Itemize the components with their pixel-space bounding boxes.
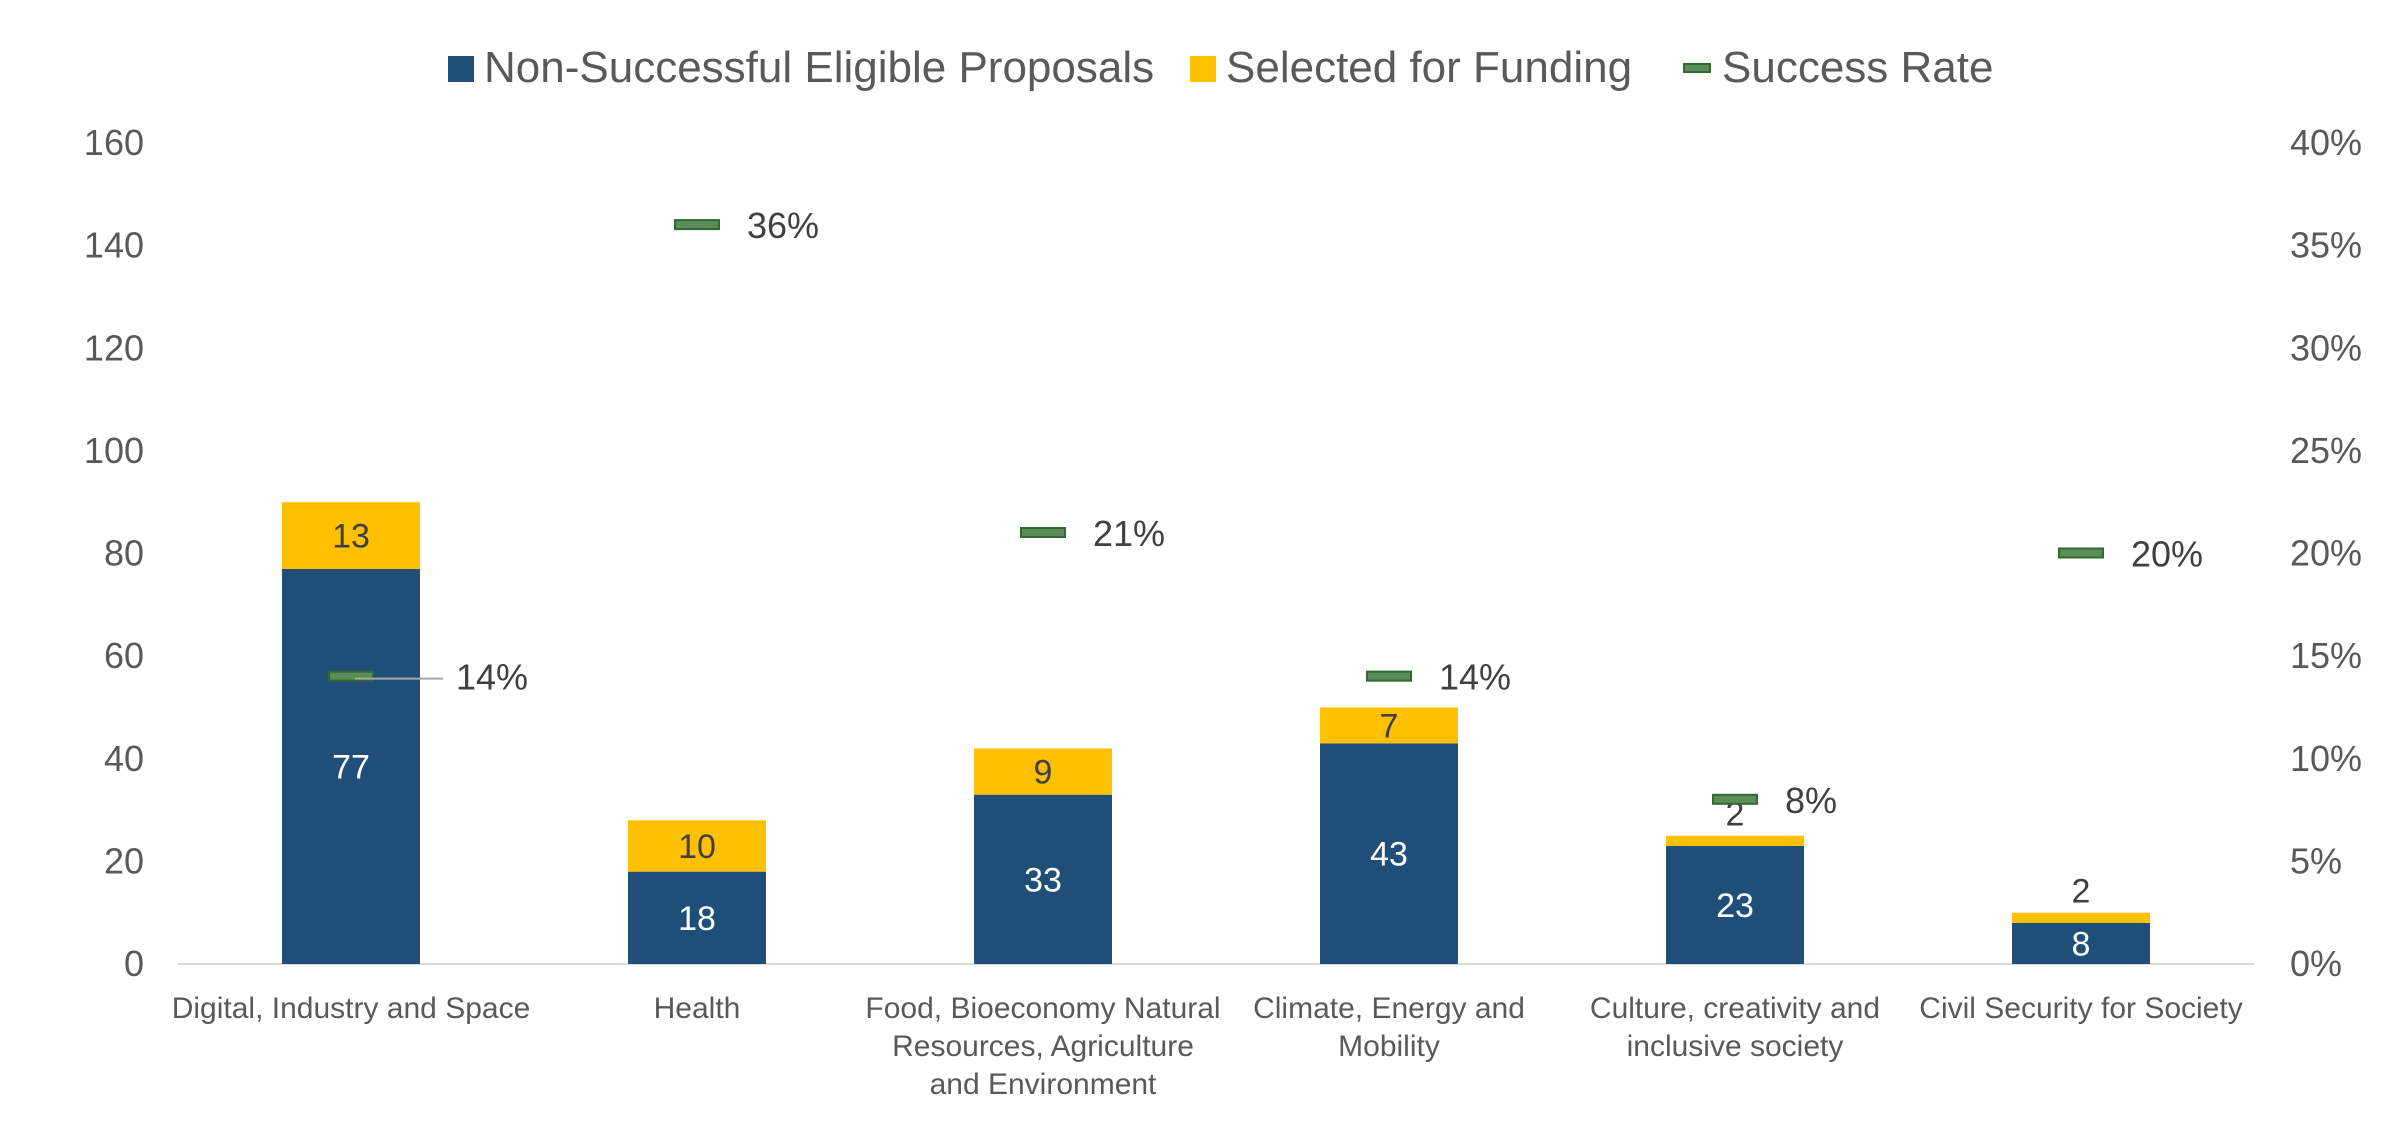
y-tick-label-right: 25% bbox=[2290, 430, 2362, 471]
data-label-selected: 7 bbox=[1380, 707, 1399, 745]
bar-non-successful bbox=[1666, 845, 1804, 964]
x-category-label: Climate, Energy and Mobility bbox=[1253, 992, 1525, 1063]
data-label-non-successful: 77 bbox=[332, 748, 370, 786]
bar-non-successful bbox=[628, 871, 766, 964]
data-label-selected: 2 bbox=[2072, 873, 2091, 911]
y-tick-label-left: 120 bbox=[84, 327, 144, 368]
data-label-non-successful: 23 bbox=[1716, 887, 1754, 925]
success-rate-marker bbox=[1712, 793, 1758, 805]
legend-swatch-selected bbox=[1190, 56, 1216, 82]
y-tick-label-left: 0 bbox=[124, 943, 144, 984]
data-label-selected: 2 bbox=[1726, 796, 1745, 834]
y-axis-left: 0 20 40 60 80 100 120 140 160 bbox=[84, 122, 144, 984]
legend-swatch-success-rate bbox=[1683, 63, 1711, 73]
success-rate-label: 14% bbox=[456, 657, 528, 698]
y-tick-label-left: 60 bbox=[104, 635, 144, 676]
x-axis-categories: Digital, Industry and Space Health Food, B… bbox=[172, 992, 2243, 1101]
x-category-label: Food, Bioeconomy Natural Resources, Agric… bbox=[865, 992, 1220, 1101]
y-tick-label-right: 40% bbox=[2290, 122, 2362, 163]
data-label-selected: 10 bbox=[678, 828, 716, 866]
y-tick-label-right: 15% bbox=[2290, 635, 2362, 676]
y-tick-label-right: 0% bbox=[2290, 943, 2342, 984]
success-rate-label: 14% bbox=[1439, 657, 1511, 698]
y-tick-label-right: 30% bbox=[2290, 327, 2362, 368]
data-label-non-successful: 33 bbox=[1024, 861, 1062, 899]
bar-selected-for-funding bbox=[974, 748, 1112, 795]
legend-label-success-rate: Success Rate bbox=[1722, 43, 1993, 92]
bar-selected-for-funding bbox=[1320, 707, 1458, 744]
y-tick-label-left: 80 bbox=[104, 533, 144, 574]
success-rate-marker bbox=[2058, 547, 2104, 559]
legend-label-non-successful: Non-Successful Eligible Proposals bbox=[484, 43, 1154, 92]
bars: 77 13 18 10 33 9 43 7 23 2 8 2 bbox=[282, 502, 2150, 964]
data-label-selected: 9 bbox=[1034, 754, 1053, 792]
y-tick-label-left: 20 bbox=[104, 840, 144, 881]
bar-non-successful bbox=[974, 794, 1112, 964]
legend-swatch-non-successful bbox=[448, 56, 474, 82]
y-tick-label-right: 5% bbox=[2290, 840, 2342, 881]
y-tick-label-left: 100 bbox=[84, 430, 144, 471]
x-category-label: Digital, Industry and Space bbox=[172, 992, 531, 1025]
y-tick-label-left: 40 bbox=[104, 738, 144, 779]
bar-non-successful bbox=[2012, 922, 2150, 964]
data-label-non-successful: 43 bbox=[1370, 836, 1408, 874]
bar-selected-for-funding bbox=[2012, 912, 2150, 923]
x-category-label: Health bbox=[654, 992, 741, 1025]
data-label-non-successful: 18 bbox=[678, 900, 716, 938]
y-tick-label-left: 160 bbox=[84, 122, 144, 163]
bar-non-successful bbox=[282, 568, 420, 964]
success-rate-label: 8% bbox=[1785, 780, 1837, 821]
x-category-label: Culture, creativity and inclusive society bbox=[1590, 992, 1880, 1063]
success-rate-marker bbox=[328, 670, 374, 682]
y-tick-label-right: 10% bbox=[2290, 738, 2362, 779]
success-rate-label: 36% bbox=[747, 205, 819, 246]
success-rate-label: 20% bbox=[2131, 534, 2203, 575]
success-rate-marker bbox=[1366, 670, 1412, 682]
legend-label-selected: Selected for Funding bbox=[1226, 43, 1632, 92]
data-label-selected: 13 bbox=[332, 518, 370, 556]
y-tick-label-left: 140 bbox=[84, 225, 144, 266]
y-tick-label-right: 20% bbox=[2290, 533, 2362, 574]
legend: Non-Successful Eligible Proposals Select… bbox=[448, 43, 1993, 92]
data-label-non-successful: 8 bbox=[2072, 925, 2091, 963]
bar-selected-for-funding bbox=[282, 502, 420, 569]
success-rate-marker bbox=[674, 219, 720, 231]
success-rate-marker bbox=[1020, 526, 1066, 538]
bar-selected-for-funding bbox=[1666, 835, 1804, 846]
success-rate-markers: 14% 36% 21% 14% 8% 20% bbox=[328, 205, 2203, 821]
bar-selected-for-funding bbox=[628, 820, 766, 872]
y-axis-right: 0% 5% 10% 15% 20% 25% 30% 35% 40% bbox=[2290, 122, 2362, 984]
bar-non-successful bbox=[1320, 743, 1458, 964]
success-rate-label: 21% bbox=[1093, 513, 1165, 554]
y-tick-label-right: 35% bbox=[2290, 225, 2362, 266]
x-category-label: Civil Security for Society bbox=[1919, 992, 2242, 1025]
